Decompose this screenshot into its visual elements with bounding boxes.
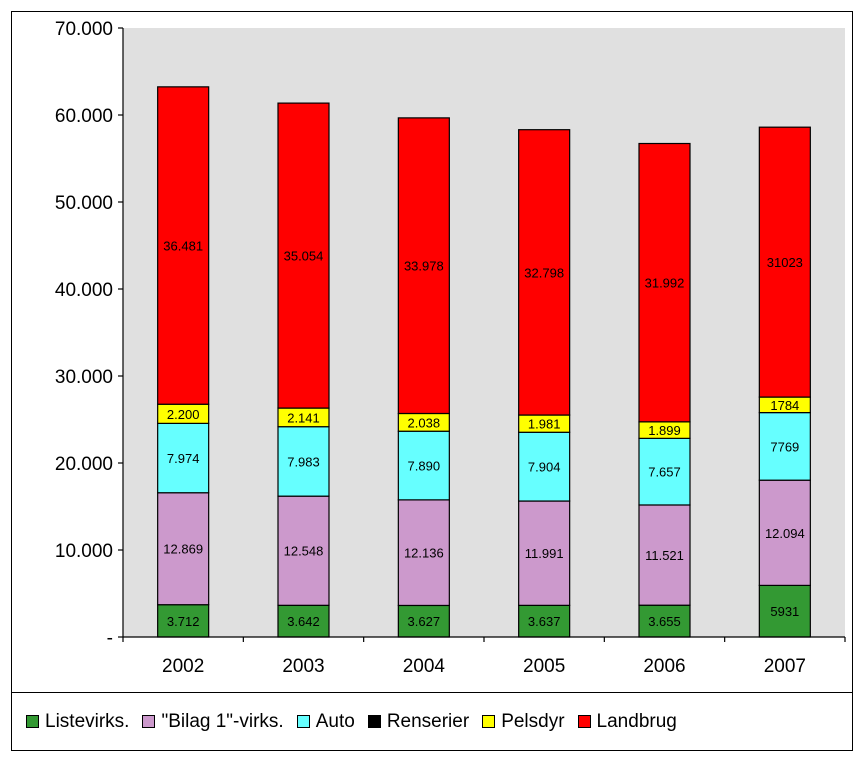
- legend-label: Renserier: [386, 710, 470, 732]
- bar-segment: [277, 604, 330, 638]
- y-tick-label: 40.000: [55, 280, 113, 301]
- data-label: 31.992: [645, 276, 685, 291]
- plot-area: [123, 28, 845, 637]
- legend-swatch: [296, 715, 310, 728]
- data-label: 12.094: [765, 526, 805, 541]
- x-tick-label: 2002: [162, 656, 204, 677]
- legend: Listevirks. "Bilag 1"-virks. Auto Renserier…: [11, 692, 853, 751]
- bar-segment: [518, 500, 571, 606]
- bar-segment: [638, 504, 691, 606]
- x-tick-label: 2007: [764, 656, 806, 677]
- y-tick-label: 70.000: [55, 19, 113, 40]
- legend-item: "Bilag 1"-virks.: [142, 710, 284, 733]
- axes-layer: - 10.000 20.000 30.000 40.000 50.000 60.000 70.…: [55, 19, 846, 677]
- x-tick-label: 2006: [643, 656, 685, 677]
- data-label: 11.991: [525, 546, 564, 561]
- x-tick-label: 2004: [403, 656, 446, 677]
- y-tick-label: 50.000: [55, 193, 113, 214]
- bar-segment: [157, 86, 210, 405]
- bar-segment: [638, 142, 691, 423]
- x-tick-label: 2005: [523, 656, 565, 677]
- y-tick-label: 60.000: [55, 106, 113, 127]
- data-label: 7.983: [287, 454, 320, 469]
- data-label: 7.657: [648, 465, 681, 480]
- data-label: 7.974: [167, 451, 200, 466]
- data-label: 2.038: [408, 415, 441, 430]
- data-label: 5931: [770, 604, 799, 619]
- data-label: 2.141: [287, 410, 320, 425]
- data-label: 3.637: [528, 614, 561, 629]
- legend-swatch: [142, 715, 156, 728]
- data-label: 1.899: [648, 423, 681, 438]
- data-label: 36.481: [163, 239, 203, 254]
- bar-segment: [758, 411, 811, 481]
- legend-label: Listevirks.: [45, 710, 130, 732]
- data-label: 7.890: [408, 459, 441, 474]
- data-label: 3.627: [408, 614, 441, 629]
- legend-swatch: [367, 715, 381, 728]
- bar-segment: [758, 126, 811, 398]
- x-tick-label: 2003: [282, 656, 324, 677]
- legend-label: Auto: [315, 710, 355, 732]
- legend-swatch: [482, 715, 496, 728]
- data-label: 11.521: [645, 548, 684, 563]
- data-label: 33.978: [404, 259, 444, 274]
- data-label: 2.200: [167, 407, 200, 422]
- legend-item: Listevirks.: [26, 711, 129, 733]
- data-label: 7769: [770, 439, 799, 454]
- data-label: 1.981: [528, 417, 561, 432]
- data-label: 12.548: [284, 544, 324, 559]
- bar-segment: [397, 604, 450, 638]
- data-label: 3.655: [648, 614, 681, 629]
- data-label: 3.712: [167, 614, 200, 629]
- y-tick-label: -: [107, 628, 113, 649]
- bar-segment: [277, 495, 330, 606]
- legend-label: Pelsdyr: [501, 710, 565, 732]
- legend-item: Renserier: [367, 710, 470, 733]
- data-label: 1784: [770, 398, 799, 413]
- bar-segment: [397, 499, 450, 607]
- data-label: 12.136: [404, 546, 444, 561]
- legend-label: Landbrug: [596, 710, 677, 732]
- legend-label: "Bilag 1"-virks.: [161, 710, 284, 732]
- bar-segment: [397, 117, 450, 415]
- y-tick-label: 20.000: [55, 454, 113, 475]
- data-label: 12.869: [163, 542, 203, 557]
- y-tick-label: 30.000: [55, 367, 113, 388]
- bar-segment: [518, 604, 571, 638]
- legend-swatch: [577, 715, 591, 728]
- data-label: 35.054: [284, 249, 324, 264]
- data-label: 7.904: [528, 460, 561, 475]
- bar-segment: [157, 422, 210, 494]
- legend-item: Auto: [296, 710, 355, 733]
- bar-segment: [758, 479, 811, 587]
- bar-segment: [518, 129, 571, 416]
- bar-segment: [277, 102, 330, 409]
- data-label: 31023: [767, 255, 803, 270]
- legend-swatch: [26, 715, 39, 728]
- legend-item: Pelsdyr: [482, 710, 565, 733]
- bar-segment: [638, 604, 691, 638]
- bars-layer: 3.712 12.869 7.974 2.200 36.481 3.642 12.548 7.…: [157, 86, 811, 638]
- bar-segment: [638, 437, 691, 506]
- legend-item: Landbrug: [577, 710, 677, 733]
- data-label: 3.642: [287, 614, 320, 629]
- data-label: 32.798: [524, 265, 564, 280]
- y-tick-label: 10.000: [55, 541, 113, 562]
